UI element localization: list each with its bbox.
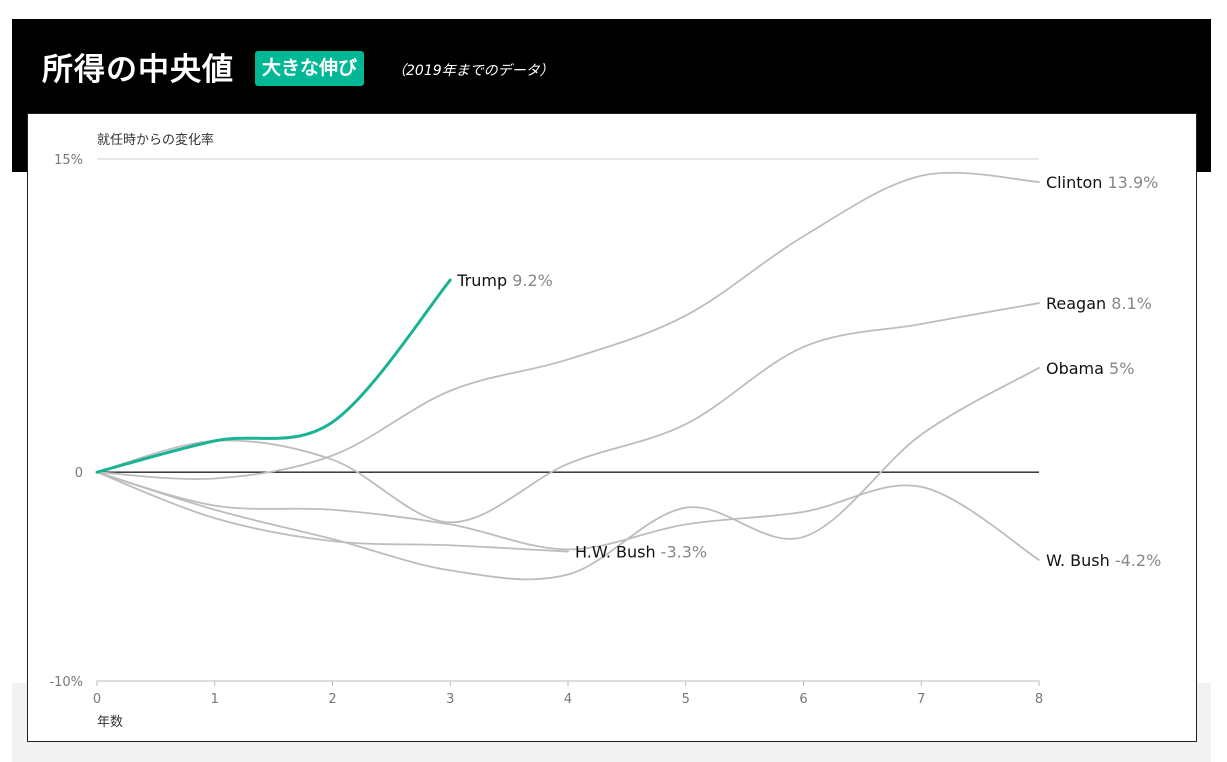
series-line-h-w-bush bbox=[96, 471, 569, 553]
series-label-reagan: Reagan 8.1% bbox=[1046, 294, 1152, 313]
series-value: 13.9% bbox=[1108, 173, 1159, 192]
x-tick-label: 2 bbox=[328, 692, 336, 707]
series-label-trump: Trump 9.2% bbox=[456, 271, 553, 290]
series-name: Clinton bbox=[1046, 173, 1108, 192]
x-tick-label: 0 bbox=[93, 692, 101, 707]
series-name: Obama bbox=[1046, 359, 1109, 378]
series-labels: Clinton 13.9% Reagan 8.1% Obama 5% W. Bush … bbox=[456, 173, 1161, 570]
series-line-clinton bbox=[96, 171, 1040, 480]
series-line-w-bush bbox=[96, 471, 1040, 561]
axes: 15% 0 -10% 0 1 2 3 4 5 6 7 8 bbox=[49, 153, 1043, 707]
series-label-h-w-bush: H.W. Bush -3.3% bbox=[575, 543, 707, 562]
series-label-obama: Obama 5% bbox=[1046, 359, 1134, 378]
series-value: -3.3% bbox=[661, 543, 707, 562]
y-tick-label: 15% bbox=[54, 153, 83, 168]
series-line-trump bbox=[95, 278, 452, 474]
series-name: H.W. Bush bbox=[575, 543, 661, 562]
x-tick-label: 6 bbox=[799, 692, 807, 707]
series-value: 8.1% bbox=[1111, 294, 1152, 313]
x-tick-label: 5 bbox=[682, 692, 690, 707]
series-name: Trump bbox=[456, 271, 512, 290]
series-value: 9.2% bbox=[512, 271, 553, 290]
series-line-reagan bbox=[96, 302, 1040, 524]
x-tick-label: 4 bbox=[564, 692, 572, 707]
series-label-w-bush: W. Bush -4.2% bbox=[1046, 551, 1161, 570]
x-tick-label: 7 bbox=[917, 692, 925, 707]
page-title: 所得の中央値 bbox=[42, 52, 234, 88]
chart-panel: 就任時からの変化率 年数 15% 0 -10% 0 1 2 3 4 5 6 7 8 Clinton 1… bbox=[27, 113, 1197, 742]
x-tick-label: 3 bbox=[446, 692, 454, 707]
headline-badge: 大きな伸び bbox=[255, 51, 365, 86]
series-name: Reagan bbox=[1046, 294, 1111, 313]
line-chart: 就任時からの変化率 年数 15% 0 -10% 0 1 2 3 4 5 6 7 8 Clinton 1… bbox=[49, 132, 1161, 730]
y-axis-label: 就任時からの変化率 bbox=[97, 132, 214, 148]
series-label-clinton: Clinton 13.9% bbox=[1046, 173, 1158, 192]
x-tick-label: 8 bbox=[1035, 692, 1043, 707]
y-tick-label: -10% bbox=[49, 675, 83, 690]
x-axis-label: 年数 bbox=[97, 715, 123, 730]
data-note: （2019年までのデータ） bbox=[392, 63, 554, 79]
x-tick-label: 1 bbox=[211, 692, 219, 707]
y-tick-label: 0 bbox=[75, 466, 83, 481]
series-lines bbox=[95, 171, 1040, 581]
series-name: W. Bush bbox=[1046, 551, 1115, 570]
series-value: 5% bbox=[1109, 359, 1134, 378]
series-value: -4.2% bbox=[1115, 551, 1161, 570]
series-line-obama bbox=[96, 366, 1040, 581]
